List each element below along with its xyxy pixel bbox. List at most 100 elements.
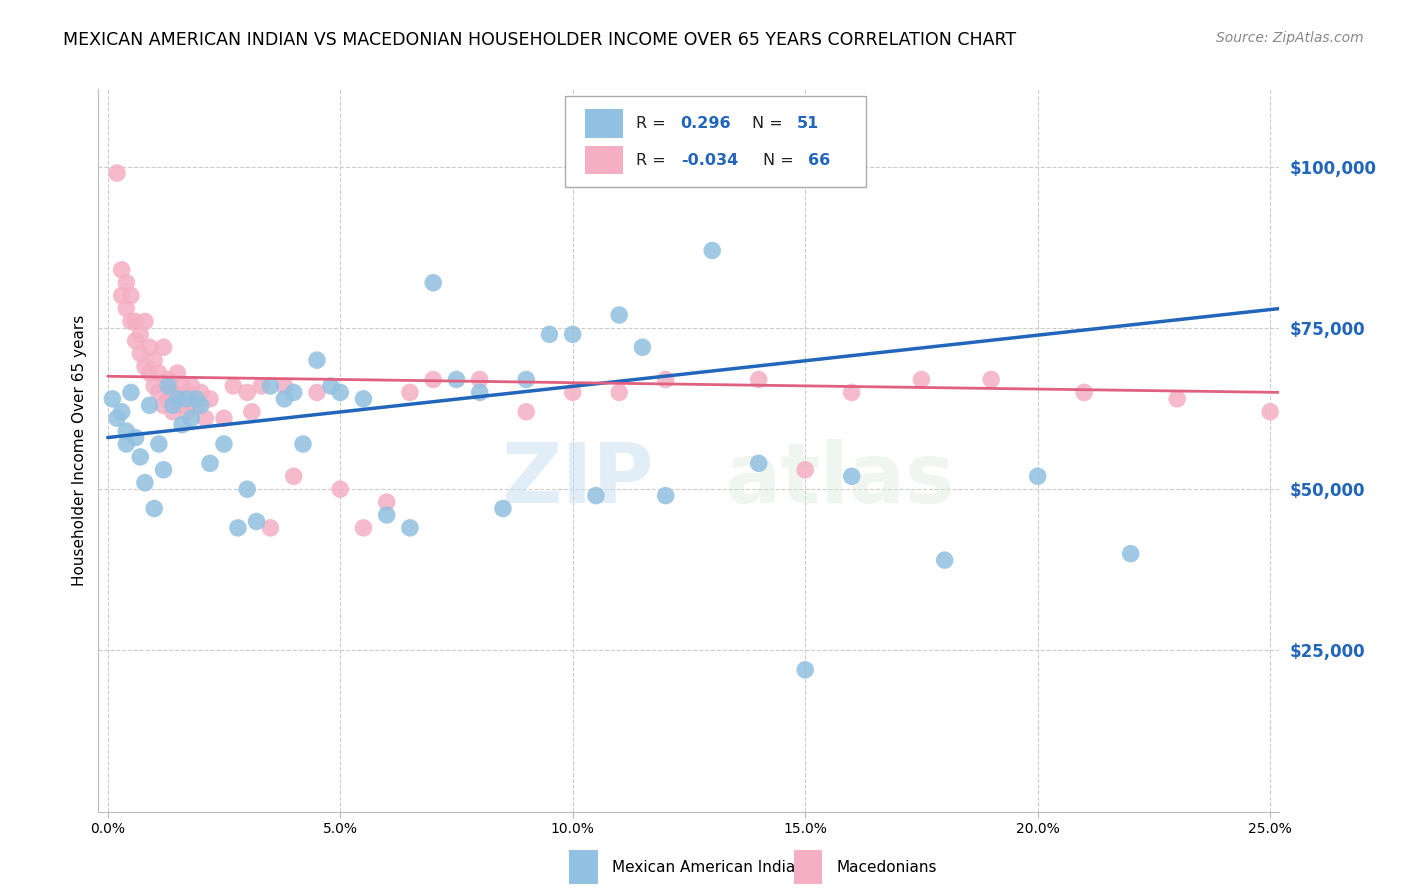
Point [1119,547,1142,561]
Point [283,385,305,400]
Point [273,379,295,393]
Point [166,392,188,406]
Point [585,489,607,503]
Text: R =: R = [636,153,671,168]
Point [375,508,398,522]
Point [236,385,259,400]
Point [748,372,770,386]
Point [468,372,491,386]
Point [375,495,398,509]
Point [157,372,180,386]
Point [134,314,156,328]
Point [152,340,174,354]
Point [162,405,184,419]
Point [1073,385,1095,400]
Point [259,379,281,393]
Point [841,469,863,483]
Point [105,411,128,425]
Point [245,515,267,529]
Text: Macedonians: Macedonians [837,860,936,874]
Text: -0.034: -0.034 [681,153,738,168]
Point [468,385,491,400]
Point [143,379,166,393]
Point [226,521,249,535]
Point [259,521,281,535]
Point [446,372,468,386]
Point [292,437,315,451]
Point [129,450,152,464]
Point [212,437,235,451]
Point [111,405,134,419]
Point [134,359,156,374]
Point [176,385,198,400]
Point [124,431,146,445]
Text: N =: N = [752,116,787,131]
Point [124,314,146,328]
FancyBboxPatch shape [585,110,623,138]
Point [654,372,676,386]
Point [180,379,202,393]
Point [184,392,207,406]
Point [124,334,146,348]
Point [631,340,654,354]
Text: Source: ZipAtlas.com: Source: ZipAtlas.com [1216,31,1364,45]
Point [134,475,156,490]
Point [841,385,863,400]
Point [273,392,295,406]
Point [166,366,188,380]
Point [120,385,142,400]
Point [111,262,134,277]
Point [143,501,166,516]
Point [152,463,174,477]
Point [515,372,537,386]
Point [1026,469,1049,483]
Point [538,327,561,342]
Point [236,482,259,496]
Point [115,424,138,438]
Point [190,385,212,400]
Point [148,437,170,451]
Point [172,417,194,432]
Point [143,353,166,368]
Point [422,372,444,386]
Text: 66: 66 [808,153,831,168]
Point [329,385,352,400]
Text: MEXICAN AMERICAN INDIAN VS MACEDONIAN HOUSEHOLDER INCOME OVER 65 YEARS CORRELATI: MEXICAN AMERICAN INDIAN VS MACEDONIAN HO… [63,31,1017,49]
Point [111,288,134,302]
Point [492,501,515,516]
Point [176,405,198,419]
Point [353,521,375,535]
Point [748,456,770,470]
FancyBboxPatch shape [565,96,866,186]
Text: atlas: atlas [724,439,955,520]
Point [607,308,630,322]
Point [162,398,184,412]
Point [305,353,328,368]
Point [1166,392,1188,406]
Point [607,385,630,400]
Point [198,456,221,470]
Point [172,398,194,412]
Point [283,469,305,483]
Point [115,301,138,316]
Text: 0.296: 0.296 [681,116,731,131]
Point [399,385,422,400]
Point [166,392,188,406]
Point [148,385,170,400]
Point [353,392,375,406]
Point [157,392,180,406]
Point [138,398,160,412]
Point [702,244,724,258]
Point [152,398,174,412]
Point [1258,405,1281,419]
Point [120,314,142,328]
Point [794,663,817,677]
Text: ZIP: ZIP [501,439,654,520]
Point [129,327,152,342]
Point [561,327,583,342]
Point [934,553,956,567]
Y-axis label: Householder Income Over 65 years: Householder Income Over 65 years [72,315,87,586]
Point [399,521,422,535]
Point [138,340,160,354]
Point [794,463,817,477]
